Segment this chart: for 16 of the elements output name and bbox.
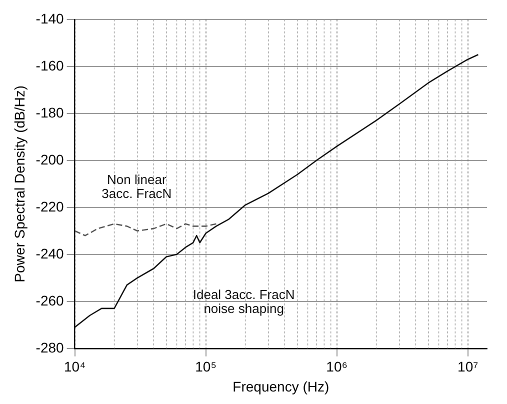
- y-tick-label: -140: [36, 10, 64, 26]
- annotation: Non linear 3acc. FracN: [102, 172, 172, 201]
- x-tick-label: 10⁶: [326, 358, 348, 375]
- y-tick-label: -240: [36, 245, 64, 262]
- y-tick-label: -200: [36, 151, 64, 168]
- y-axis-title: Power Spectral Density (dB/Hz): [11, 85, 28, 282]
- x-tick-label: 10⁵: [195, 358, 217, 375]
- annotation: Ideal 3acc. FracN noise shaping: [192, 287, 295, 316]
- y-tick-label: -180: [36, 104, 64, 120]
- y-tick-label: -160: [36, 57, 64, 74]
- x-tick-label: 10⁷: [458, 358, 478, 375]
- y-tick-label: -220: [36, 198, 64, 214]
- y-tick-label: -260: [36, 292, 64, 308]
- x-axis-title: Frequency (Hz): [232, 378, 330, 394]
- x-tick-label: 10⁴: [64, 358, 86, 375]
- y-tick-label: -280: [36, 339, 64, 356]
